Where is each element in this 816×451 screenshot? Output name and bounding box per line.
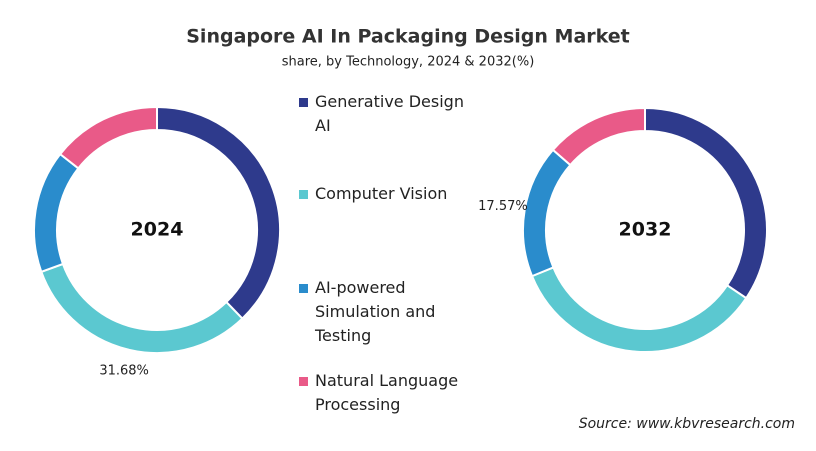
legend-marker [299, 284, 308, 293]
source: Source: www.kbvresearch.com [579, 416, 795, 432]
donut-segment [530, 266, 748, 353]
chart-subtitle: share, by Technology, 2024 & 2032(%) [282, 55, 535, 70]
donut-segment [40, 262, 244, 354]
legend-label: Computer Vision [315, 184, 448, 203]
donut-segment [644, 106, 768, 300]
data-label: 17.57% [478, 199, 528, 214]
legend-marker [299, 377, 308, 386]
legend-marker [299, 190, 308, 199]
center-label: 2024 [131, 219, 184, 241]
center-label: 2032 [619, 219, 672, 241]
legend-label: Natural Language Processing [315, 371, 459, 414]
legend-label: Generative Design AI [315, 92, 464, 135]
donut-segment [551, 106, 646, 167]
data-label: 31.68% [99, 364, 149, 379]
legend-label: AI-powered Simulation and Testing [315, 278, 436, 345]
donut-segment [58, 105, 158, 170]
legend-marker [299, 98, 308, 107]
donut-segment [33, 152, 80, 274]
donut-segment [522, 148, 572, 278]
donut-segment [156, 105, 281, 321]
chart-title: Singapore AI In Packaging Design Market [186, 26, 630, 48]
